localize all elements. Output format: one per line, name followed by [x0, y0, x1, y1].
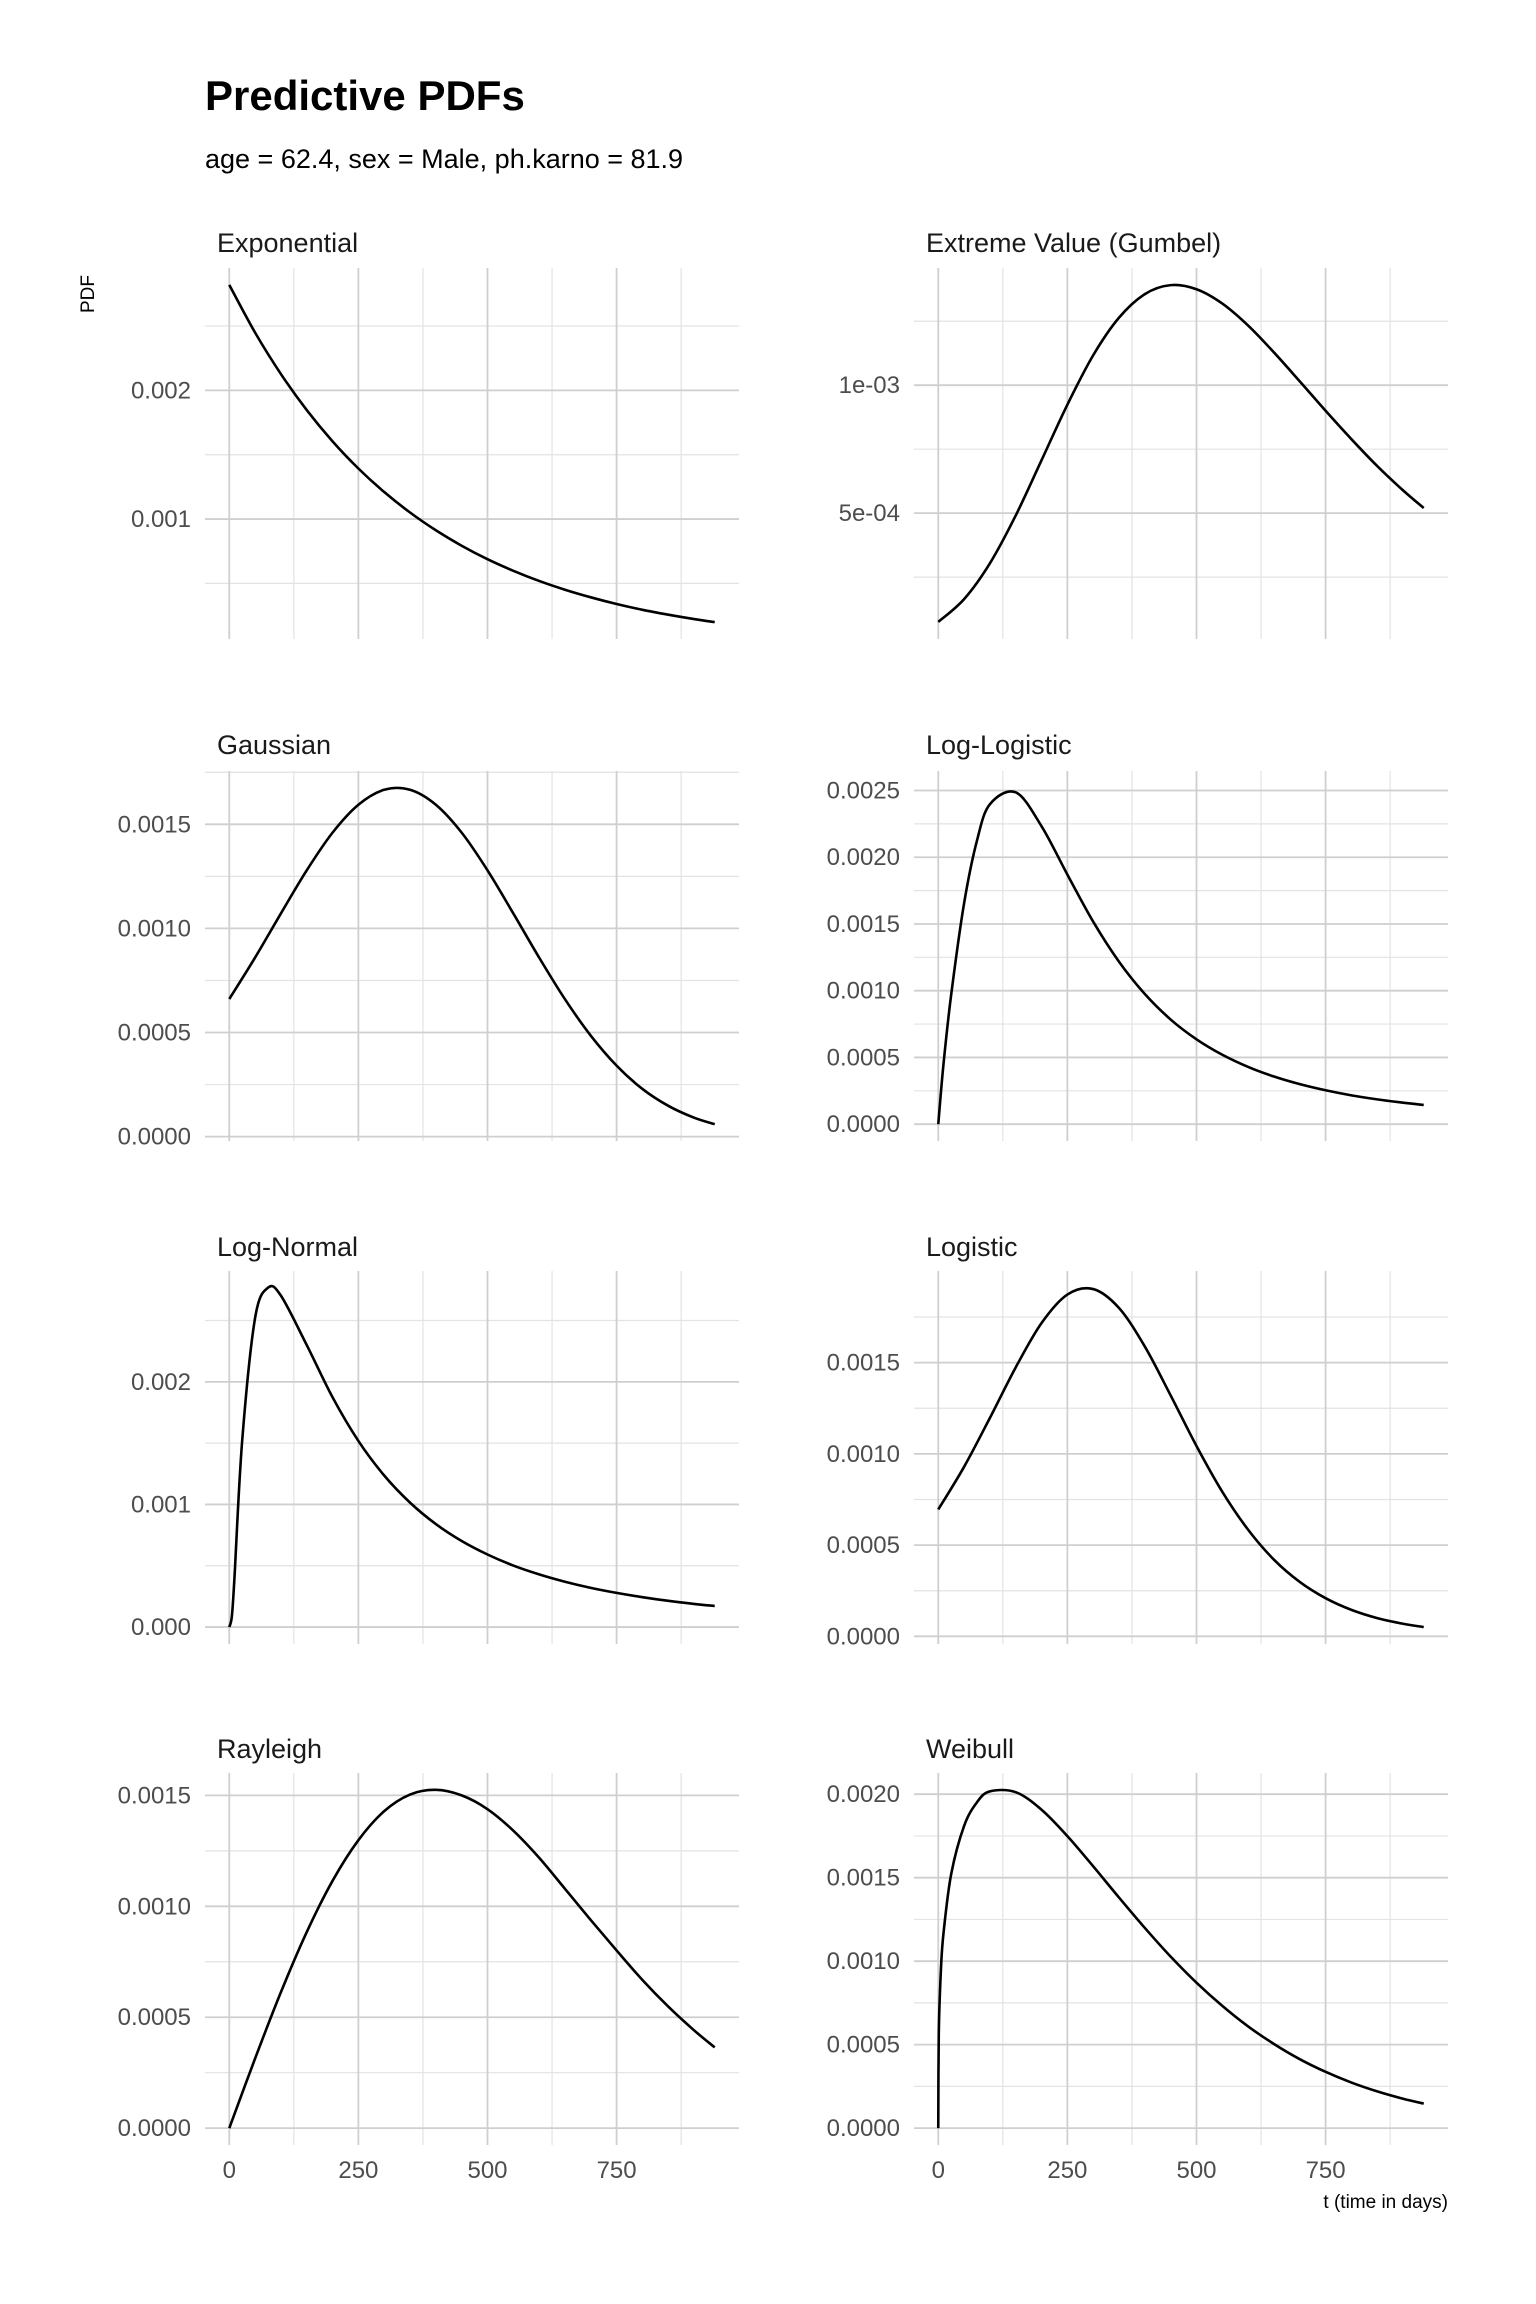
panel-weibull: Weibull 0.0000 0.0005 0.0010 0.0015 0.0020 0 25… — [827, 1734, 1448, 2184]
x-tick-label: 0 — [223, 2157, 236, 2184]
y-tick-label: 0.001 — [131, 506, 191, 533]
x-tick-label: 250 — [338, 2157, 378, 2184]
x-tick-label: 250 — [1047, 2157, 1087, 2184]
facet-title: Gaussian — [217, 730, 331, 760]
panel-rayleigh: Rayleigh 0.0000 0.0005 0.0010 0.0015 0 250 500 7… — [118, 1734, 739, 2184]
facet-title: Exponential — [217, 228, 358, 258]
y-tick-label: 0.0000 — [118, 1124, 191, 1151]
chart-subtitle: age = 62.4, sex = Male, ph.karno = 81.9 — [205, 144, 683, 174]
facet-title: Logistic — [926, 1232, 1018, 1262]
pdf-curve — [228, 786, 716, 1126]
panel-logistic: Logistic 0.0000 0.0005 0.0010 0.0015 — [827, 1232, 1448, 1650]
y-tick-label: 0.002 — [131, 377, 191, 404]
facet-title: Log-Normal — [217, 1232, 358, 1262]
x-tick-label: 750 — [597, 2157, 637, 2184]
y-tick-label: 0.0015 — [118, 811, 191, 838]
panel-log-logistic: Log-Logistic 0.0000 0.0005 0.0010 0.0015 0.00… — [827, 730, 1448, 1141]
y-tick-label: 0.0000 — [827, 1623, 900, 1650]
y-tick-label: 5e-04 — [839, 500, 900, 527]
pdf-curve — [936, 1788, 1425, 2129]
pdf-curve — [937, 283, 1425, 623]
facet-title: Rayleigh — [217, 1734, 322, 1764]
y-tick-label: 0.0020 — [827, 1781, 900, 1808]
chart-title: Predictive PDFs — [205, 72, 525, 119]
y-tick-label: 0.0020 — [827, 844, 900, 871]
y-tick-label: 0.0010 — [118, 1893, 191, 1920]
facet-title: Log-Logistic — [926, 730, 1072, 760]
y-axis-title: PDF — [78, 275, 99, 313]
y-tick-label: 0.0015 — [118, 1782, 191, 1809]
pdf-curve — [936, 790, 1424, 1125]
facet-panels: Exponential 0.001 0.002 Extreme Value (Gumb… — [118, 228, 1448, 2184]
y-tick-label: 0.0005 — [827, 2032, 900, 2059]
pdf-curve — [228, 1788, 716, 2129]
x-tick-label: 500 — [467, 2157, 507, 2184]
y-tick-label: 0.0010 — [827, 1441, 900, 1468]
panel-extreme-value-gumbel: Extreme Value (Gumbel) 5e-04 1e-03 — [839, 228, 1448, 639]
pdf-curve — [228, 1284, 715, 1628]
x-axis-title: t (time in days) — [1323, 2192, 1448, 2213]
y-tick-label: 0.0000 — [827, 1111, 900, 1138]
y-tick-label: 0.0025 — [827, 777, 900, 804]
y-tick-label: 0.001 — [131, 1491, 191, 1518]
y-tick-label: 0.0005 — [827, 1532, 900, 1559]
y-tick-label: 1e-03 — [839, 372, 900, 399]
y-tick-label: 0.000 — [131, 1614, 191, 1641]
panel-gaussian: Gaussian 0.0000 0.0005 0.0010 0.0015 — [118, 730, 739, 1151]
y-tick-label: 0.0015 — [827, 1865, 900, 1892]
facet-title: Weibull — [926, 1734, 1014, 1764]
y-tick-label: 0.0010 — [827, 1948, 900, 1975]
y-tick-label: 0.0015 — [827, 1350, 900, 1377]
y-tick-label: 0.0005 — [827, 1044, 900, 1071]
y-tick-label: 0.0015 — [827, 911, 900, 938]
y-tick-label: 0.0000 — [827, 2115, 900, 2142]
facet-title: Extreme Value (Gumbel) — [926, 228, 1221, 258]
y-tick-label: 0.0005 — [118, 2004, 191, 2031]
panel-exponential: Exponential 0.001 0.002 — [131, 228, 739, 639]
panel-log-normal: Log-Normal 0.000 0.001 0.002 — [131, 1232, 739, 1644]
x-tick-label: 500 — [1176, 2157, 1216, 2184]
pdf-curve — [937, 1286, 1424, 1629]
x-tick-label: 750 — [1306, 2157, 1346, 2184]
y-tick-label: 0.0000 — [118, 2115, 191, 2142]
y-tick-label: 0.0010 — [118, 915, 191, 942]
pdf-curve — [228, 284, 715, 624]
x-tick-label: 0 — [932, 2157, 945, 2184]
y-tick-label: 0.002 — [131, 1369, 191, 1396]
y-tick-label: 0.0010 — [827, 978, 900, 1005]
y-tick-label: 0.0005 — [118, 1020, 191, 1047]
